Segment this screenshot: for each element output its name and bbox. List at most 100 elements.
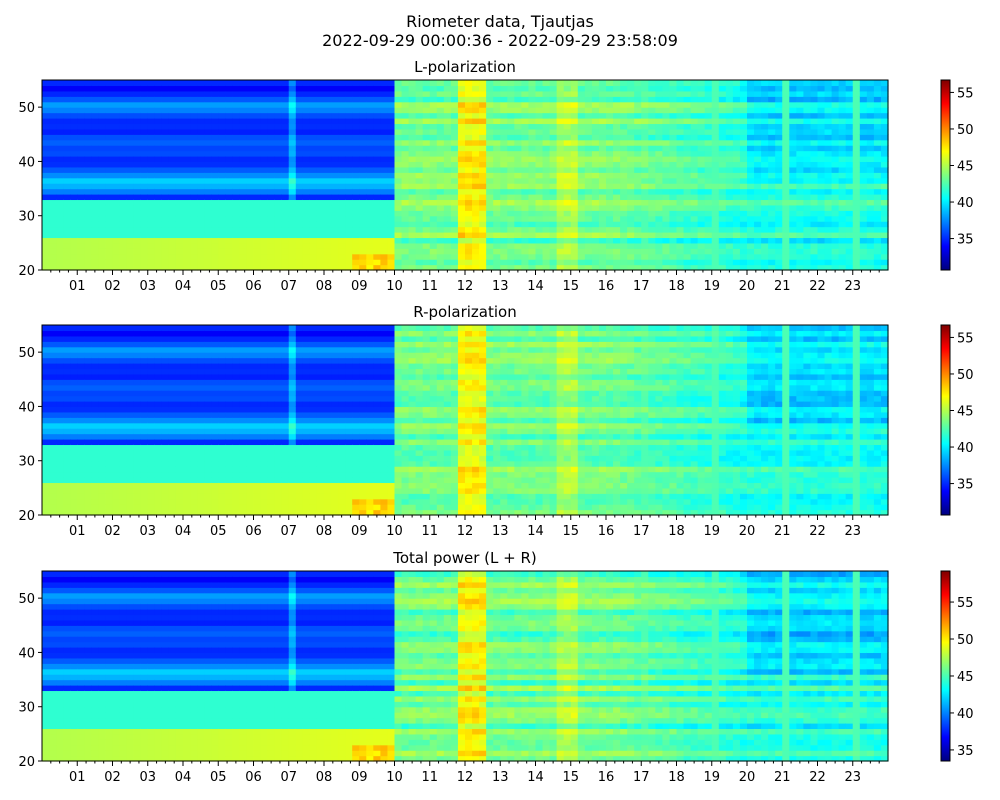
heatmap-cell	[803, 215, 812, 222]
heatmap-cell	[324, 210, 332, 217]
heatmap-cell	[338, 215, 346, 222]
heatmap-cell	[140, 330, 149, 337]
heatmap-cell	[606, 90, 614, 97]
heatmap-cell	[295, 248, 304, 255]
heatmap-cell	[309, 226, 318, 233]
heatmap-cell	[634, 161, 642, 168]
heatmap-cell	[324, 194, 332, 201]
heatmap-cell	[739, 210, 748, 217]
heatmap-cell	[401, 253, 410, 260]
heatmap-cell	[725, 204, 734, 211]
heatmap-cell	[493, 112, 501, 119]
heatmap-cell	[140, 199, 149, 206]
heatmap-cell	[225, 139, 233, 146]
heatmap-cell	[542, 139, 551, 146]
heatmap-cell	[591, 253, 600, 260]
heatmap-cell	[457, 242, 466, 249]
heatmap-cell	[479, 123, 487, 130]
heatmap-cell	[295, 242, 304, 249]
heatmap-cell	[246, 204, 255, 211]
heatmap-cell	[880, 221, 889, 228]
heatmap-cell	[711, 204, 720, 211]
heatmap-cell	[91, 90, 99, 97]
heatmap-cell	[479, 177, 487, 184]
heatmap-cell	[309, 199, 318, 206]
heatmap-cell	[112, 487, 121, 494]
heatmap-cell	[126, 204, 135, 211]
heatmap-cell	[331, 210, 339, 217]
heatmap-cell	[359, 210, 367, 217]
heatmap-cell	[866, 85, 875, 92]
heatmap-cell	[77, 123, 85, 130]
heatmap-cell	[232, 134, 240, 141]
heatmap-cell	[316, 226, 325, 233]
heatmap-cell	[443, 145, 452, 152]
heatmap-cell	[775, 210, 783, 217]
heatmap-cell	[768, 194, 776, 201]
heatmap-cell	[598, 199, 607, 206]
heatmap-cell	[84, 172, 92, 179]
heatmap-cell	[711, 112, 720, 119]
heatmap-cell	[168, 134, 177, 141]
heatmap-cell	[768, 134, 776, 141]
heatmap-cell	[331, 161, 339, 168]
heatmap-cell	[190, 107, 198, 114]
heatmap-cell	[183, 107, 191, 114]
heatmap-cell	[831, 85, 840, 92]
heatmap-cell	[98, 406, 107, 413]
heatmap-cell	[739, 134, 748, 141]
heatmap-cell	[352, 253, 360, 260]
heatmap-cell	[133, 259, 142, 266]
heatmap-cell	[359, 101, 367, 108]
heatmap-cell	[831, 232, 840, 239]
heatmap-cell	[401, 139, 410, 146]
heatmap-cell	[457, 204, 466, 211]
heatmap-cell	[324, 215, 332, 222]
heatmap-cell	[316, 80, 325, 87]
heatmap-cell	[126, 96, 135, 103]
heatmap-cell	[197, 237, 205, 244]
heatmap-cell	[380, 183, 389, 190]
heatmap-cell	[824, 96, 833, 103]
heatmap-cell	[211, 177, 219, 184]
heatmap-cell	[126, 232, 135, 239]
heatmap-cell	[549, 156, 558, 163]
heatmap-cell	[70, 188, 78, 195]
heatmap-cell	[253, 145, 262, 152]
heatmap-cell	[211, 156, 219, 163]
heatmap-cell	[274, 177, 283, 184]
heatmap-cell	[112, 107, 121, 114]
heatmap-cell	[190, 248, 198, 255]
heatmap-cell	[295, 172, 304, 179]
heatmap-cell	[866, 128, 875, 135]
heatmap-cell	[422, 85, 431, 92]
heatmap-cell	[549, 237, 558, 244]
heatmap-cell	[112, 145, 121, 152]
heatmap-cell	[105, 172, 114, 179]
heatmap-cell	[563, 156, 572, 163]
heatmap-cell	[500, 118, 508, 125]
heatmap-cell	[394, 156, 403, 163]
heatmap-cell	[105, 90, 114, 97]
heatmap-cell	[246, 123, 255, 130]
heatmap-cell	[324, 199, 332, 206]
heatmap-cell	[324, 118, 332, 125]
heatmap-cell	[63, 259, 71, 266]
heatmap-cell	[98, 357, 107, 364]
heatmap-cell	[859, 177, 868, 184]
heatmap-cell	[627, 139, 635, 146]
heatmap-cell	[443, 90, 452, 97]
heatmap-cell	[739, 150, 748, 157]
heatmap-cell	[63, 363, 71, 370]
heatmap-cell	[549, 215, 558, 222]
heatmap-cell	[56, 199, 64, 206]
heatmap-cell	[49, 471, 57, 478]
heatmap-cell	[528, 226, 537, 233]
x-tick-label: 06	[245, 279, 262, 294]
heatmap-cell	[147, 156, 156, 163]
heatmap-cell	[98, 264, 107, 271]
heatmap-cell	[352, 150, 360, 157]
heatmap-cell	[42, 90, 50, 97]
heatmap-cell	[98, 395, 107, 402]
heatmap-cell	[225, 253, 233, 260]
